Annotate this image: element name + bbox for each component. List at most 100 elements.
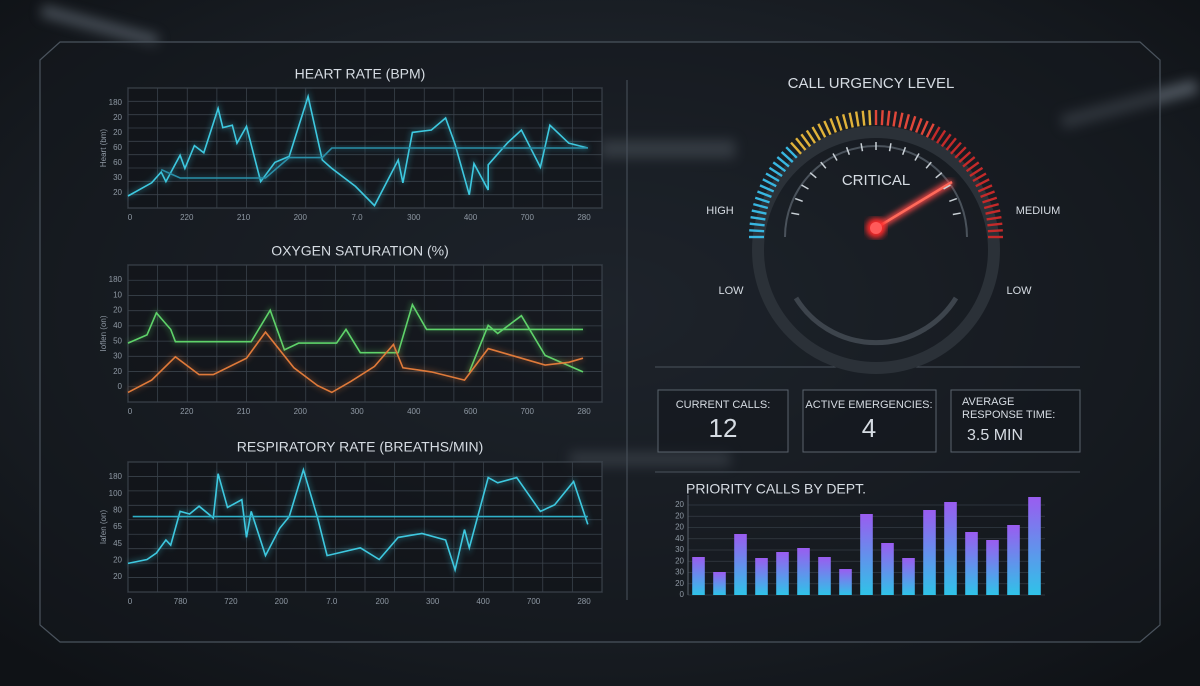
- y-tick-label: 180: [109, 98, 123, 107]
- gauge-tick: [749, 229, 765, 233]
- y-axis-label: Heart (bm): [99, 129, 108, 168]
- gauge-minor-tick: [860, 143, 864, 152]
- stat-value: 3.5 MIN: [967, 427, 1023, 444]
- gauge-tick: [962, 156, 976, 168]
- y-tick-label: 20: [113, 367, 122, 376]
- gauge-tick: [886, 110, 891, 126]
- gauge-tick: [969, 166, 984, 178]
- line: [127, 93, 588, 207]
- gauge-tick: [751, 209, 767, 215]
- gauge-tick: [954, 146, 967, 159]
- chart-title: OXYGEN SATURATION (%): [271, 243, 449, 259]
- gauge-minor-tick: [949, 197, 958, 203]
- y-tick-label: 20: [113, 188, 122, 197]
- x-tick-label: 210: [237, 407, 251, 416]
- stat-value: 12: [709, 413, 738, 443]
- gauge-status: CRITICAL: [842, 172, 910, 189]
- gauge-tick: [868, 110, 872, 126]
- gauge-tick: [935, 129, 947, 144]
- gauge-tick: [958, 151, 972, 163]
- y-tick-label: 50: [113, 336, 122, 345]
- x-tick-label: 780: [174, 597, 188, 606]
- bar: [818, 557, 831, 595]
- y-tick-label: 30: [675, 568, 684, 577]
- gauge-minor-tick: [935, 172, 943, 179]
- line: [127, 467, 589, 573]
- y-tick-label: 80: [113, 505, 122, 514]
- gauge-tick: [854, 111, 860, 127]
- x-tick-label: 220: [180, 407, 194, 416]
- y-tick-label: 65: [113, 522, 122, 531]
- gauge-minor-tick: [901, 146, 907, 155]
- y-tick-label: 0: [680, 590, 685, 599]
- x-tick-label: 720: [224, 597, 238, 606]
- stats: CURRENT CALLS: 12 ACTIVE EMERGENCIES: 4 …: [657, 389, 1081, 453]
- gauge-tick: [965, 161, 980, 173]
- y-tick-label: 180: [109, 275, 123, 284]
- gauge-tick: [795, 137, 807, 151]
- x-tick-label: 280: [577, 213, 591, 222]
- gauge-tick: [835, 115, 843, 131]
- bar: [713, 572, 726, 595]
- x-tick-label: 600: [464, 407, 478, 416]
- y-tick-label: 0: [118, 382, 123, 391]
- gauge-tick: [930, 126, 941, 141]
- gauge-ring: [793, 296, 959, 346]
- x-tick-label: 700: [521, 213, 535, 222]
- line: [468, 314, 584, 373]
- bar: [797, 548, 810, 595]
- gauge-tick: [772, 161, 787, 173]
- gauge-tick: [757, 190, 772, 198]
- gauge-tick: [982, 196, 998, 204]
- x-tick-label: 200: [294, 213, 308, 222]
- stat-box: [802, 389, 937, 453]
- gauge-title: CALL URGENCY LEVEL: [788, 75, 955, 92]
- gauge-minor-tick: [888, 143, 892, 152]
- x-tick-label: 200: [376, 597, 390, 606]
- gauge-minor-tick: [791, 212, 800, 216]
- stat-label-box: AVERAGE RESPONSE TIME:: [962, 396, 1055, 421]
- gauge-tick: [785, 146, 798, 159]
- y-tick-label: 20: [113, 572, 122, 581]
- gauge-tick: [861, 110, 866, 126]
- y-tick-label: 20: [113, 113, 122, 122]
- gauge-tick: [790, 141, 802, 155]
- x-tick-label: 300: [426, 597, 440, 606]
- gauge-tick: [920, 120, 929, 136]
- gauge-tick: [817, 123, 827, 138]
- stat-label: CURRENT CALLS:: [676, 399, 771, 411]
- stat-box: [657, 389, 789, 453]
- gauge-tick: [762, 178, 777, 188]
- y-tick-label: 20: [675, 556, 684, 565]
- gauge-tick: [950, 141, 962, 155]
- gauge-tick: [750, 215, 766, 221]
- x-tick-label: 200: [294, 407, 308, 416]
- gauge-tick: [759, 184, 775, 193]
- x-tick-label: 700: [527, 597, 541, 606]
- gauge-label: MEDIUM: [1016, 205, 1061, 217]
- x-tick-label: 0: [128, 213, 133, 222]
- gauge-tick: [975, 178, 990, 188]
- x-tick-label: 0: [128, 597, 133, 606]
- gauge-tick: [780, 151, 794, 163]
- x-tick-label: 400: [407, 407, 421, 416]
- line: [127, 302, 583, 354]
- gauge-tick: [925, 123, 935, 138]
- gauge-tick: [823, 120, 832, 136]
- bar: [965, 532, 978, 595]
- gauge-minor-tick: [952, 212, 961, 216]
- gauge-minor-tick: [801, 184, 809, 190]
- gauge-tick: [945, 137, 957, 151]
- y-tick-label: 20: [113, 555, 122, 564]
- gauge-tick: [848, 112, 854, 128]
- x-tick-label: 400: [476, 597, 490, 606]
- gauge-label: LOW: [718, 285, 744, 297]
- x-tick-label: 7.0: [326, 597, 338, 606]
- gauge-tick: [880, 110, 884, 126]
- y-tick-label: 40: [675, 534, 684, 543]
- y-tick-label: 20: [675, 511, 684, 520]
- bar: [986, 540, 999, 595]
- gauge-tick: [915, 118, 923, 133]
- gauge-tick: [829, 118, 837, 133]
